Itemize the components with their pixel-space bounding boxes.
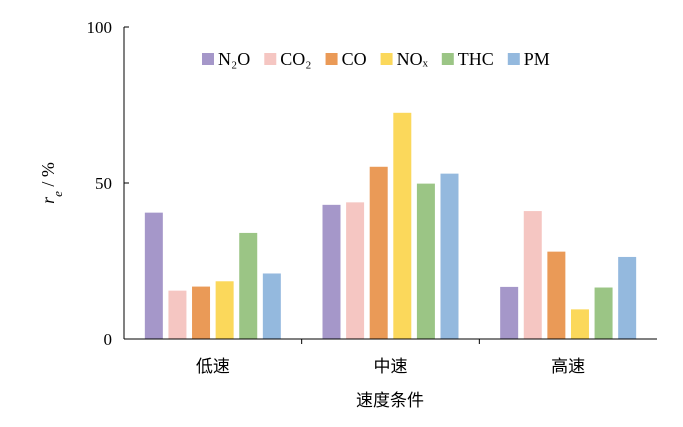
legend-label: CO₂ [280, 49, 311, 69]
y-axis-label-unit: / % [38, 162, 58, 191]
legend: N₂O CO₂ CO NOₓ THC PM [202, 49, 550, 69]
bar [500, 286, 519, 339]
legend-swatch [264, 53, 277, 65]
bar [262, 273, 281, 339]
legend-swatch [507, 53, 520, 65]
bar [322, 204, 341, 339]
y-axis-ticks: 0 50 100 [87, 18, 129, 349]
y-axis-label-var: r [38, 196, 58, 204]
legend-label: N₂O [218, 49, 250, 69]
bar [440, 173, 459, 339]
bar [523, 211, 542, 339]
y-axis-label-sub: e [50, 191, 65, 197]
legend-label: NOₓ [397, 49, 429, 69]
x-category-label: 低速 [196, 357, 230, 377]
bar [594, 287, 613, 339]
bars [144, 112, 637, 339]
bar [393, 112, 412, 339]
legend-label: CO [342, 49, 367, 69]
legend-swatch [202, 53, 214, 65]
bar [215, 281, 234, 339]
bar [168, 290, 187, 339]
x-category-label: 中速 [374, 357, 408, 377]
bar [192, 286, 211, 339]
bar [346, 202, 365, 339]
legend-swatch [380, 53, 393, 65]
bar [369, 166, 388, 339]
x-axis-label: 速度条件 [356, 391, 424, 411]
legend-label: THC [458, 49, 494, 69]
y-axis-label: re / % [38, 162, 65, 204]
y-tick-label: 50 [95, 174, 112, 193]
bar [618, 256, 637, 339]
y-tick-label: 0 [104, 330, 113, 349]
x-axis-categories: 低速 中速 高速 [196, 339, 585, 377]
bar [239, 232, 258, 339]
bar [144, 212, 163, 339]
y-tick-label: 100 [87, 18, 113, 37]
x-category-label: 高速 [551, 357, 585, 377]
bar [416, 183, 435, 339]
legend-swatch [441, 53, 454, 65]
legend-label: PM [524, 49, 550, 69]
legend-swatch [325, 53, 338, 65]
bar [547, 251, 566, 339]
bar [570, 309, 589, 339]
